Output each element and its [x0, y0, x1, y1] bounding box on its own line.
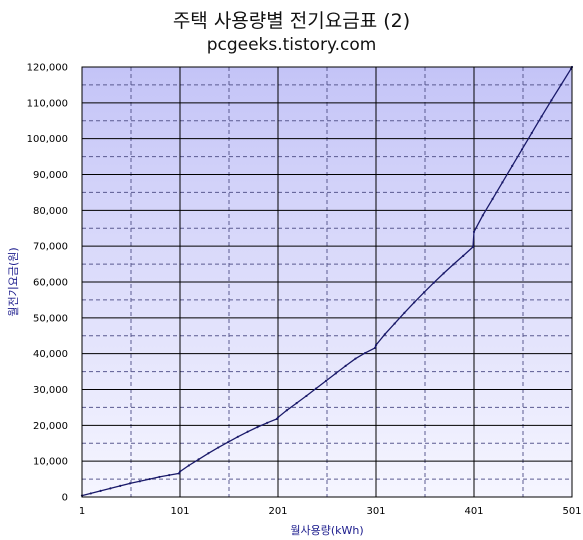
y-tick-label: 60,000 — [33, 278, 68, 289]
data-point — [138, 480, 141, 483]
data-point — [530, 131, 533, 135]
data-point — [168, 474, 171, 477]
y-tick-label: 40,000 — [33, 349, 68, 360]
data-point — [89, 492, 92, 495]
chart-title: 주택 사용량별 전기요금표 (2) — [172, 10, 411, 32]
data-point — [452, 263, 455, 266]
data-point — [462, 254, 465, 257]
data-point — [393, 322, 396, 325]
data-point — [207, 452, 210, 455]
data-point — [374, 343, 378, 347]
data-point — [403, 311, 406, 314]
data-point — [285, 409, 288, 412]
data-point — [560, 83, 563, 86]
y-tick-label: 120,000 — [27, 63, 68, 74]
data-point — [481, 214, 484, 217]
plot-border — [81, 66, 573, 498]
data-point — [550, 99, 553, 102]
x-tick-label: 401 — [464, 506, 483, 517]
data-point — [373, 346, 377, 350]
data-point — [256, 426, 259, 429]
data-point — [383, 333, 386, 336]
data-point — [295, 402, 298, 405]
data-point — [422, 291, 426, 294]
data-point — [226, 441, 230, 444]
data-point — [119, 484, 122, 487]
data-point — [148, 477, 151, 481]
data-point — [354, 357, 357, 360]
data-point — [305, 394, 308, 398]
data-point — [276, 416, 280, 419]
data-point — [472, 230, 476, 233]
data-point — [471, 245, 475, 248]
data-point — [491, 197, 494, 200]
data-point — [364, 351, 367, 355]
y-axis-title: 월전기요금(원) — [7, 247, 20, 316]
y-tick-label: 80,000 — [33, 206, 68, 217]
data-point — [236, 435, 239, 438]
data-point — [178, 470, 182, 473]
x-tick-label: 301 — [366, 506, 385, 517]
data-point — [344, 364, 347, 367]
chart-subtitle: pcgeeks.tistory.com — [206, 35, 377, 55]
x-tick-label: 501 — [562, 506, 581, 517]
grid — [81, 66, 573, 498]
x-axis-title: 월사용량(kWh) — [290, 524, 363, 537]
data-point — [109, 487, 112, 490]
y-tick-label: 50,000 — [33, 313, 68, 324]
x-tick-label: 101 — [170, 506, 189, 517]
data-point — [413, 301, 416, 304]
series — [80, 65, 574, 497]
data-point — [177, 472, 181, 475]
data-point — [187, 464, 190, 467]
data-point — [501, 181, 504, 184]
y-tick-label: 30,000 — [33, 385, 68, 396]
y-tick-label: 110,000 — [27, 98, 68, 109]
data-point — [324, 379, 328, 382]
data-point — [442, 272, 445, 275]
data-point — [266, 421, 269, 424]
data-point — [197, 458, 200, 461]
data-point — [540, 115, 543, 118]
data-point — [99, 489, 102, 493]
y-tick-label: 10,000 — [33, 457, 68, 468]
data-point — [520, 148, 524, 151]
tick-labels: 0 10,000 20,000 30,000 40,000 50,000 60,000 70,… — [27, 63, 582, 518]
y-tick-label: 100,000 — [27, 134, 68, 145]
x-tick-label: 201 — [268, 506, 287, 517]
data-point — [158, 475, 161, 479]
y-tick-label: 20,000 — [33, 421, 68, 432]
data-point — [432, 281, 435, 284]
y-tick-label: 70,000 — [33, 242, 68, 253]
data-point — [128, 482, 132, 485]
x-tick-label: 1 — [79, 506, 85, 517]
data-point — [217, 446, 220, 449]
data-point — [334, 372, 337, 375]
data-point — [315, 387, 318, 390]
data-point — [511, 164, 514, 167]
y-tick-label: 90,000 — [33, 170, 68, 181]
series-line — [81, 66, 573, 497]
data-point — [246, 430, 249, 433]
y-tick-label: 0 — [62, 493, 68, 504]
